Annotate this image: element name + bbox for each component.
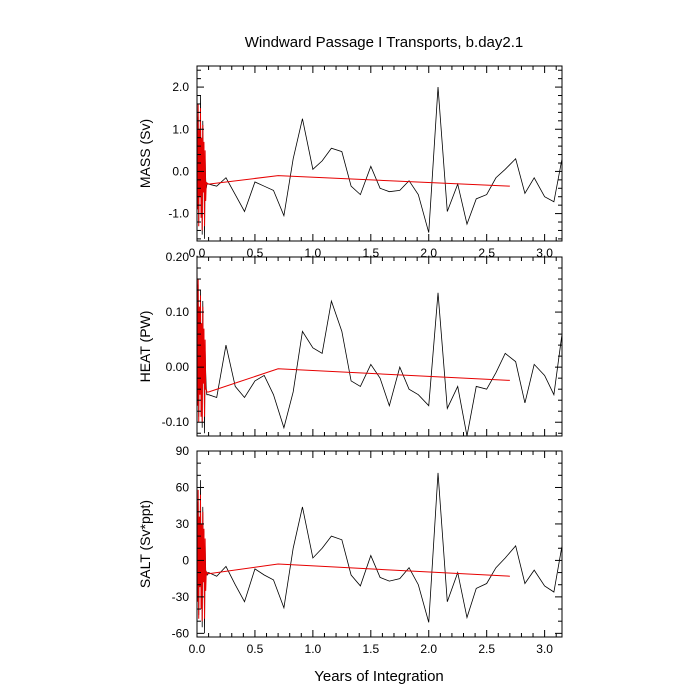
- heat-panel: -0.10 0.00 0.10 0.20 HEAT (PW): [137, 250, 563, 437]
- mass-smooth-series-line: [197, 103, 510, 231]
- salt-panel: 0.0 0.5 1.0 1.5 2.0 2.5 3.0 -60 -30 0 30 60 90 SALT (…: [137, 444, 563, 656]
- mass-plot-frame: [196, 65, 563, 242]
- mass-y-tick-label: 1.0: [172, 122, 189, 136]
- salt-y-tick-label: 90: [176, 444, 190, 458]
- heat-raw-series-line: [197, 273, 562, 436]
- mass-y-tick-label: 0.0: [172, 164, 189, 178]
- mass-y-tick-label: 2.0: [172, 80, 189, 94]
- salt-y-tick-label: -30: [172, 590, 190, 604]
- salt-plot-frame: [196, 450, 563, 638]
- salt-smooth-series-line: [197, 489, 510, 622]
- salt-x-tick-label: 2.5: [478, 642, 495, 656]
- salt-x-tick-label: 0.5: [247, 642, 264, 656]
- mass-y-axis-label: MASS (Sv): [137, 119, 153, 188]
- salt-x-tick-label: 2.0: [420, 642, 437, 656]
- heat-y-tick-label: 0.00: [166, 360, 190, 374]
- heat-smooth-series-line: [197, 268, 510, 423]
- salt-raw-series-line: [197, 472, 562, 634]
- heat-y-tick-label: -0.10: [162, 415, 190, 429]
- chart-title: Windward Passage I Transports, b.day2.1: [245, 34, 523, 51]
- salt-y-tick-label: 60: [176, 480, 190, 494]
- x-axis-label: Years of Integration: [314, 668, 444, 685]
- heat-plot-frame: [196, 256, 563, 437]
- salt-x-tick-label: 1.5: [362, 642, 379, 656]
- salt-y-tick-label: 0: [182, 553, 189, 567]
- heat-y-axis-label: HEAT (PW): [137, 311, 153, 383]
- salt-x-tick-label: 0.0: [189, 642, 206, 656]
- salt-x-tick-label: 1.0: [305, 642, 322, 656]
- heat-y-tick-label: 0.10: [166, 305, 190, 319]
- salt-x-tick-label: 3.0: [536, 642, 553, 656]
- salt-y-tick-label: 30: [176, 517, 190, 531]
- mass-raw-series-line: [197, 87, 562, 239]
- heat-y-tick-label: 0.20: [166, 250, 190, 264]
- salt-y-axis-label: SALT (Sv*ppt): [137, 500, 153, 588]
- salt-y-tick-label: -60: [172, 626, 190, 640]
- mass-y-tick-label: -1.0: [168, 207, 189, 221]
